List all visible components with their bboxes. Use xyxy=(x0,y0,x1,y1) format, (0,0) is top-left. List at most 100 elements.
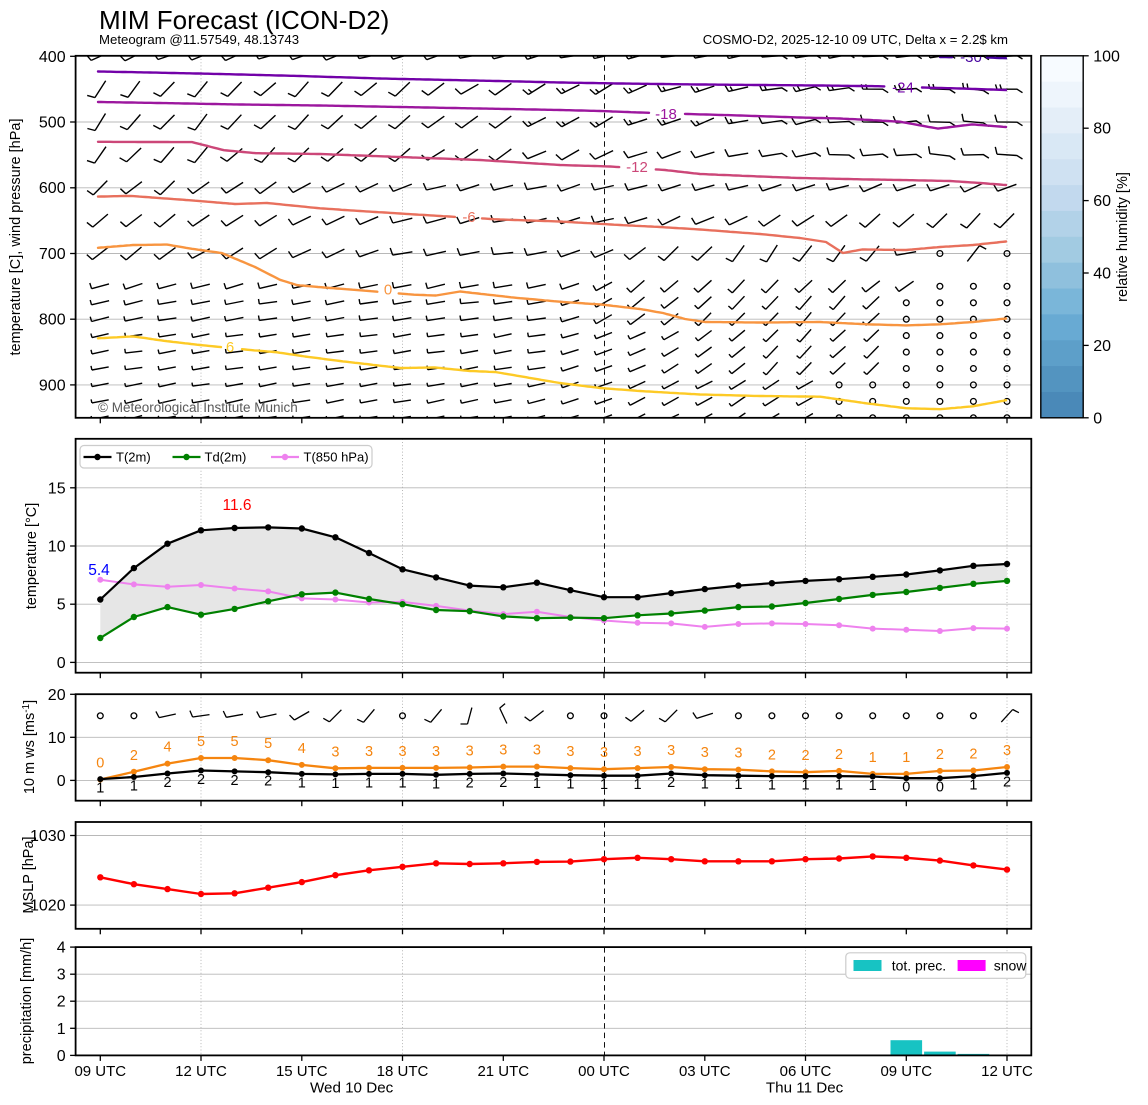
svg-text:03 UTC: 03 UTC xyxy=(679,1063,731,1080)
svg-text:1: 1 xyxy=(801,778,809,794)
svg-text:3: 3 xyxy=(466,744,474,760)
svg-text:MSLP [hPa]: MSLP [hPa] xyxy=(21,836,37,913)
svg-text:2: 2 xyxy=(835,747,843,763)
svg-text:1: 1 xyxy=(533,776,541,792)
svg-text:06 UTC: 06 UTC xyxy=(780,1063,832,1080)
svg-text:12 UTC: 12 UTC xyxy=(175,1063,227,1080)
svg-text:5: 5 xyxy=(197,734,205,750)
svg-text:4: 4 xyxy=(57,940,66,957)
svg-text:precipitation [mm/h]: precipitation [mm/h] xyxy=(19,938,35,1065)
svg-text:-6: -6 xyxy=(462,209,475,226)
svg-text:600: 600 xyxy=(39,180,66,197)
svg-text:2: 2 xyxy=(969,747,977,763)
svg-text:temperature [°C]: temperature [°C] xyxy=(24,503,40,610)
svg-text:2: 2 xyxy=(499,775,507,791)
svg-text:18 UTC: 18 UTC xyxy=(377,1063,429,1080)
svg-text:1: 1 xyxy=(768,778,776,794)
svg-text:700: 700 xyxy=(39,246,66,263)
svg-text:0: 0 xyxy=(902,780,910,796)
svg-text:09 UTC: 09 UTC xyxy=(880,1063,932,1080)
svg-text:Td(2m): Td(2m) xyxy=(205,450,247,465)
svg-text:3: 3 xyxy=(701,745,709,761)
svg-text:relative humidity [%]: relative humidity [%] xyxy=(1115,172,1131,302)
svg-text:1: 1 xyxy=(331,776,339,792)
svg-text:900: 900 xyxy=(39,377,66,394)
svg-text:© Meteorological Institute Mun: © Meteorological Institute Munich xyxy=(98,400,298,415)
svg-text:15 UTC: 15 UTC xyxy=(276,1063,328,1080)
svg-text:10 m ws [ms-1]: 10 m ws [ms-1] xyxy=(21,700,38,794)
svg-text:3: 3 xyxy=(365,744,373,760)
svg-text:11.6: 11.6 xyxy=(222,497,251,514)
svg-text:1030: 1030 xyxy=(30,828,66,845)
svg-text:0: 0 xyxy=(1093,410,1102,427)
svg-text:00 UTC: 00 UTC xyxy=(578,1063,630,1080)
svg-text:40: 40 xyxy=(1093,266,1111,283)
svg-text:3: 3 xyxy=(533,743,541,759)
svg-text:20: 20 xyxy=(1093,338,1111,355)
svg-text:Wed 10 Dec: Wed 10 Dec xyxy=(310,1079,394,1096)
svg-text:snow: snow xyxy=(994,958,1028,974)
svg-text:Thu 11 Dec: Thu 11 Dec xyxy=(766,1079,844,1096)
svg-text:80: 80 xyxy=(1093,121,1111,138)
svg-text:2: 2 xyxy=(768,747,776,763)
svg-text:2: 2 xyxy=(130,748,138,764)
svg-text:1: 1 xyxy=(57,1021,66,1038)
svg-text:2: 2 xyxy=(231,773,239,789)
svg-text:1: 1 xyxy=(835,778,843,794)
svg-text:400: 400 xyxy=(39,49,66,66)
svg-text:500: 500 xyxy=(39,115,66,132)
svg-text:4: 4 xyxy=(298,741,306,757)
svg-text:1: 1 xyxy=(600,777,608,793)
svg-text:5: 5 xyxy=(57,597,66,614)
svg-text:6: 6 xyxy=(226,339,234,356)
svg-text:1: 1 xyxy=(365,775,373,791)
svg-text:4: 4 xyxy=(163,740,171,756)
svg-text:2: 2 xyxy=(667,775,675,791)
svg-text:-24: -24 xyxy=(892,80,914,97)
svg-text:0: 0 xyxy=(384,282,392,299)
svg-text:10: 10 xyxy=(48,539,66,556)
svg-text:15: 15 xyxy=(48,480,66,497)
svg-text:-12: -12 xyxy=(626,159,648,176)
svg-text:2: 2 xyxy=(801,748,809,764)
svg-text:1020: 1020 xyxy=(30,898,66,915)
svg-text:1: 1 xyxy=(432,776,440,792)
svg-text:2: 2 xyxy=(936,747,944,763)
svg-text:MIM Forecast (ICON-D2): MIM Forecast (ICON-D2) xyxy=(99,5,389,35)
svg-text:1: 1 xyxy=(701,777,709,793)
svg-text:12 UTC: 12 UTC xyxy=(981,1063,1033,1080)
svg-text:21 UTC: 21 UTC xyxy=(477,1063,529,1080)
svg-text:3: 3 xyxy=(600,745,608,761)
svg-text:2: 2 xyxy=(57,994,66,1011)
svg-text:-30: -30 xyxy=(960,49,982,66)
svg-text:1: 1 xyxy=(398,775,406,791)
svg-text:temperature [C], wind pressure: temperature [C], wind pressure [hPa] xyxy=(8,119,24,356)
svg-text:3: 3 xyxy=(634,744,642,760)
svg-text:3: 3 xyxy=(331,744,339,760)
svg-text:3: 3 xyxy=(499,743,507,759)
svg-text:10: 10 xyxy=(48,730,66,747)
svg-text:20: 20 xyxy=(48,687,66,704)
svg-text:1: 1 xyxy=(298,775,306,791)
svg-text:1: 1 xyxy=(869,778,877,794)
svg-text:1: 1 xyxy=(969,778,977,794)
svg-text:60: 60 xyxy=(1093,193,1111,210)
svg-text:0: 0 xyxy=(57,655,66,672)
svg-text:1: 1 xyxy=(96,781,104,797)
svg-text:2: 2 xyxy=(163,775,171,791)
svg-text:1: 1 xyxy=(130,779,138,795)
svg-text:0: 0 xyxy=(57,773,66,790)
svg-text:3: 3 xyxy=(398,744,406,760)
svg-text:T(2m): T(2m) xyxy=(116,450,151,465)
svg-text:tot. prec.: tot. prec. xyxy=(892,958,946,974)
svg-text:3: 3 xyxy=(432,744,440,760)
svg-text:1: 1 xyxy=(634,777,642,793)
svg-text:2: 2 xyxy=(197,772,205,788)
svg-text:1: 1 xyxy=(869,750,877,766)
svg-text:800: 800 xyxy=(39,312,66,329)
svg-text:100: 100 xyxy=(1093,48,1120,65)
svg-text:-18: -18 xyxy=(655,106,677,123)
svg-text:0: 0 xyxy=(936,780,944,796)
svg-text:3: 3 xyxy=(667,743,675,759)
svg-text:0: 0 xyxy=(57,1048,66,1065)
